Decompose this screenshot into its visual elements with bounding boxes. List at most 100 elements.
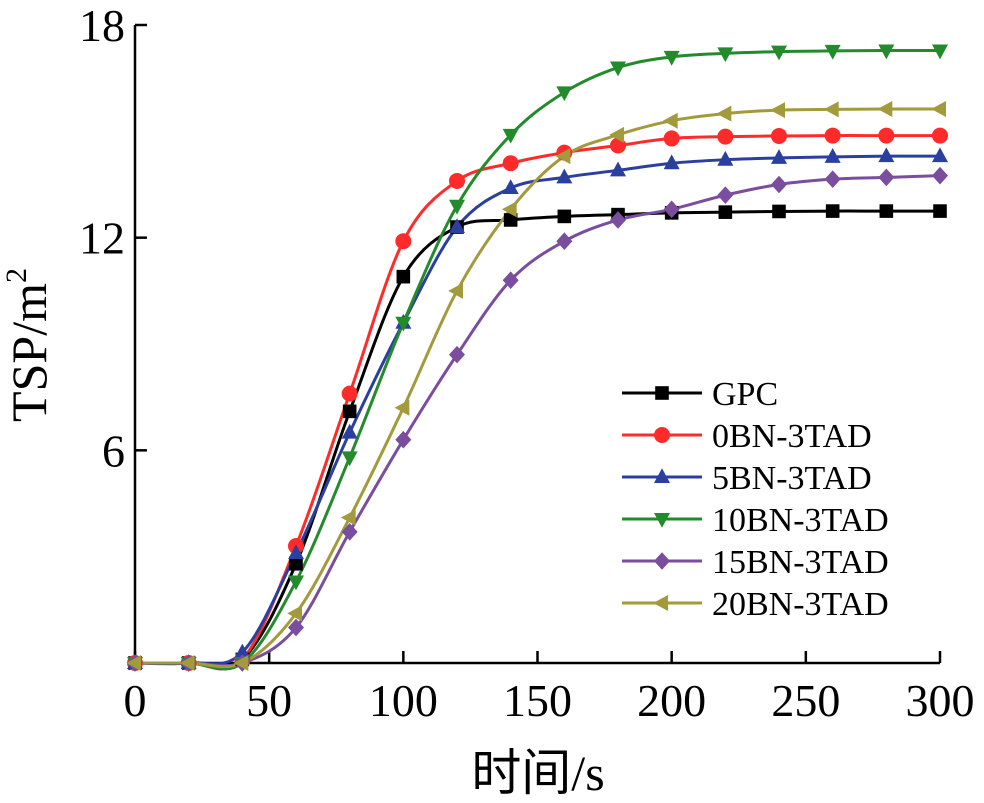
legend-label: 5BN-3TAD — [712, 460, 872, 497]
x-tick-label: 50 — [246, 675, 292, 726]
data-point — [449, 172, 465, 189]
data-point — [233, 655, 249, 671]
data-point — [396, 269, 411, 284]
legend-label: 0BN-3TAD — [712, 418, 872, 455]
legend-label: 10BN-3TAD — [712, 502, 889, 539]
legend-marker — [654, 427, 670, 443]
y-axis-title-sup: 2 — [0, 268, 33, 283]
axes: 0 50 100 150 200 250 300 6 12 18 — [79, 0, 975, 726]
data-point — [932, 127, 948, 144]
data-point — [448, 282, 463, 299]
data-point — [771, 45, 787, 61]
data-point — [288, 544, 304, 560]
data-point — [877, 101, 893, 118]
legend-marker — [653, 595, 668, 611]
data-point — [610, 161, 626, 177]
data-point — [663, 154, 680, 170]
data-point — [932, 44, 948, 60]
data-point — [932, 166, 948, 185]
data-point — [556, 168, 573, 184]
data-point — [342, 404, 357, 419]
data-point — [878, 127, 895, 144]
x-tick-label: 0 — [124, 675, 147, 726]
x-tick-label: 250 — [771, 675, 840, 726]
data-point — [878, 147, 895, 163]
y-tick-label: 6 — [102, 425, 125, 476]
y-tick-label: 18 — [79, 0, 125, 51]
series-line — [135, 107, 941, 669]
data-point — [179, 655, 195, 671]
data-point — [340, 509, 356, 526]
data-point — [878, 44, 895, 60]
data-point — [663, 130, 680, 147]
legend-label: 20BN-3TAD — [712, 586, 889, 623]
legend-label: 15BN-3TAD — [712, 544, 889, 581]
data-point — [717, 128, 734, 145]
x-tick-label: 100 — [369, 675, 438, 726]
data-point — [879, 204, 894, 218]
data-point — [288, 575, 304, 591]
legend: GPC 0BN-3TAD 5BN-3TAD 10BN-3TAD 15BN-3TAD 20B… — [622, 376, 889, 623]
data-point — [770, 102, 785, 119]
data-point — [610, 61, 626, 77]
data-point — [663, 50, 680, 66]
x-axis-title: 时间/s — [471, 745, 604, 801]
data-point — [610, 211, 626, 229]
legend-marker — [655, 386, 669, 400]
data-point — [501, 201, 517, 218]
data-point — [878, 168, 895, 187]
data-point — [555, 148, 571, 165]
data-point — [395, 233, 412, 250]
data-point — [502, 128, 519, 144]
y-axis-title-main: TSP/m — [1, 283, 57, 422]
legend-marker — [654, 513, 670, 528]
data-point — [932, 147, 948, 163]
data-point — [772, 204, 786, 219]
data-point — [825, 204, 840, 218]
data-point — [716, 105, 732, 122]
x-tick-label: 300 — [906, 675, 975, 726]
data-point — [771, 175, 787, 194]
data-point — [289, 556, 303, 571]
series-markers — [126, 44, 948, 672]
data-point — [126, 655, 141, 671]
series-line — [134, 154, 941, 666]
data-point — [395, 430, 412, 449]
data-point — [449, 345, 465, 364]
data-point — [823, 101, 839, 118]
data-point — [341, 385, 358, 402]
data-point — [503, 213, 518, 227]
legend-label: GPC — [712, 376, 778, 413]
data-point — [557, 209, 572, 224]
data-point — [502, 179, 519, 195]
data-point — [234, 643, 251, 659]
data-point — [395, 316, 412, 332]
data-point — [449, 199, 465, 215]
data-point — [771, 149, 787, 164]
y-tick-label: 12 — [79, 213, 125, 264]
data-point — [341, 423, 358, 439]
y-axis-title: TSP/m2 — [0, 268, 57, 422]
data-point — [394, 399, 410, 416]
data-point — [502, 271, 519, 289]
data-point — [717, 186, 734, 204]
data-point — [341, 523, 358, 541]
data-point — [824, 148, 841, 163]
data-point — [287, 605, 302, 622]
data-point — [556, 86, 573, 102]
data-point — [662, 112, 678, 129]
series-line — [135, 48, 941, 671]
data-point — [288, 618, 304, 637]
data-point — [771, 127, 787, 144]
legend-marker — [654, 552, 670, 570]
legend-marker — [654, 468, 670, 483]
data-point — [824, 127, 841, 144]
data-point — [609, 126, 624, 143]
data-point — [931, 101, 946, 118]
data-point — [663, 200, 680, 219]
x-tick-label: 150 — [503, 675, 572, 726]
data-point — [341, 451, 358, 467]
x-tick-label: 200 — [637, 675, 706, 726]
data-point — [502, 155, 519, 172]
